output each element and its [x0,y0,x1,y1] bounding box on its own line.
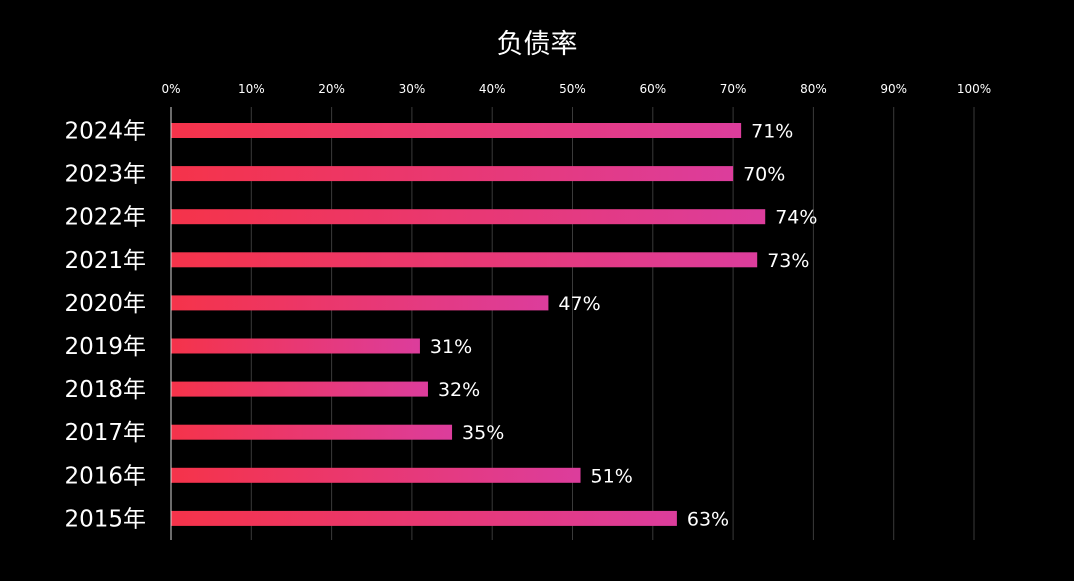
bar [171,252,758,268]
bar [171,123,742,138]
bar [171,424,453,440]
bar-data-label: 74% [775,207,817,229]
bar [171,381,428,397]
bar-data-label: 32% [438,379,480,401]
y-category-label: 2017年 [64,420,146,446]
x-tick-label: 30% [399,82,426,96]
bar [171,166,734,182]
x-tick-label: 70% [720,82,747,96]
bar [171,510,677,526]
y-category-label: 2019年 [64,334,146,360]
bars [171,123,766,526]
x-tick-label: 50% [559,82,586,96]
x-tick-label: 10% [238,82,265,96]
y-category-label: 2020年 [64,291,146,317]
x-tick-label: 90% [880,82,907,96]
y-axis-categories: 2024年 2023年 2022年 2021年 2020年 2019年 2018年 2017年… [64,119,146,533]
data-labels: 71% 70% 74% 73% 47% 31% 32% 35% 51% 63% [430,121,818,531]
y-category-label: 2016年 [64,463,146,489]
chart-title: 负债率 [496,29,578,60]
y-category-label: 2018年 [64,377,146,403]
x-tick-label: 0% [161,82,180,96]
x-tick-label: 60% [639,82,666,96]
bar-data-label: 63% [687,508,729,530]
bar [171,295,549,311]
bar-data-label: 73% [767,250,809,272]
x-tick-label: 40% [479,82,506,96]
bar-data-label: 70% [743,164,785,186]
bar-data-label: 51% [591,465,633,487]
bar-data-label: 31% [430,336,472,358]
x-tick-label: 20% [318,82,345,96]
x-tick-label: 80% [800,82,827,96]
x-tick-label: 100% [957,82,991,96]
bar-data-label: 71% [751,121,793,143]
y-category-label: 2021年 [64,248,146,274]
y-category-label: 2015年 [64,506,146,532]
y-category-label: 2023年 [64,162,146,188]
x-axis-ticks: 0% 10% 20% 30% 40% 50% 60% 70% 80% 90% 100% [161,82,991,96]
bar [171,467,581,483]
bar [171,209,766,225]
y-category-label: 2022年 [64,205,146,231]
bar [171,338,420,354]
bar-data-label: 47% [558,293,600,315]
y-category-label: 2024年 [64,119,146,145]
bar-data-label: 35% [462,422,504,444]
